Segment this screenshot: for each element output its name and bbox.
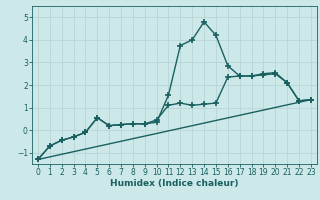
X-axis label: Humidex (Indice chaleur): Humidex (Indice chaleur)	[110, 179, 239, 188]
